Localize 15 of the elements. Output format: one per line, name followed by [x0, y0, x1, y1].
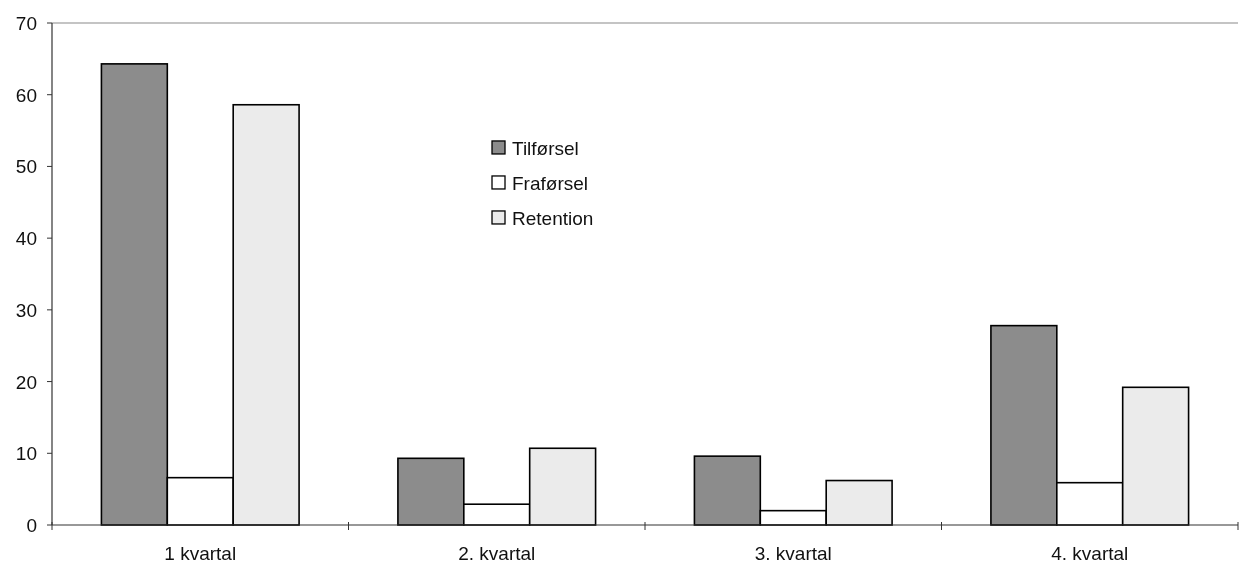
x-tick-label: 4. kvartal — [1051, 543, 1129, 564]
legend-label: Retention — [512, 207, 594, 229]
legend-label: Tilførsel — [512, 137, 579, 159]
y-tick-label: 30 — [15, 299, 37, 321]
y-tick-label: 70 — [15, 12, 37, 34]
x-tick-label: 3. kvartal — [754, 543, 832, 564]
y-tick-label: 20 — [15, 371, 37, 393]
x-tick-label: 2. kvartal — [458, 543, 536, 564]
x-tick-label: 1 kvartal — [164, 543, 237, 564]
y-tick-label: 10 — [15, 442, 37, 464]
y-tick-label: 50 — [15, 155, 37, 177]
y-tick-label: 40 — [15, 227, 37, 249]
y-tick-label: 0 — [26, 514, 37, 536]
legend-label: Fraførsel — [512, 172, 589, 194]
y-tick-label: 60 — [15, 84, 37, 106]
